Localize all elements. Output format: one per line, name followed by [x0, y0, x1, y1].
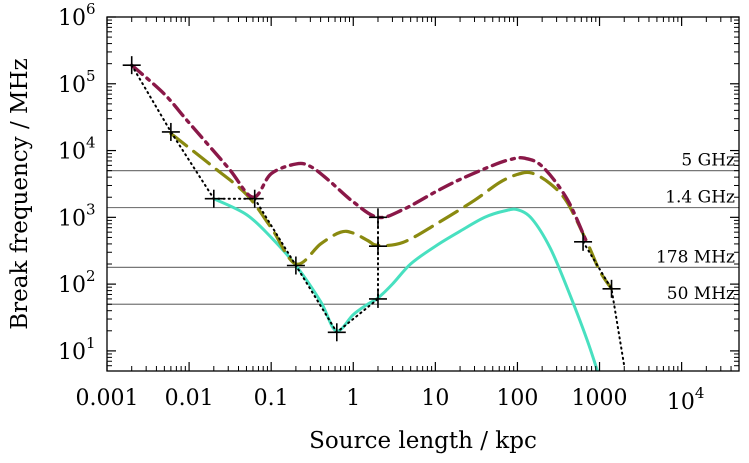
ref-label-bg: [680, 285, 737, 302]
plus-marker: [368, 208, 387, 227]
x-tick-label: 1: [346, 386, 360, 411]
plot-frame: [106, 16, 740, 372]
x-tick-label: 0.1: [254, 386, 289, 411]
y-tick-label: 104: [58, 134, 96, 165]
axis-ticks: 0.001 0.01 0.1 1 10 100 1000 104 101 102 103 104 105…: [58, 0, 739, 415]
x-tick-label: 104: [667, 384, 705, 415]
y-tick-label: 105: [58, 67, 96, 98]
ref-label-bg: [689, 151, 737, 168]
series-olive-dashed: [169, 131, 614, 291]
x-tick-label: 10: [421, 386, 449, 411]
ref-label-178-mhz: 178 MHz: [656, 247, 735, 267]
plus-marker: [574, 232, 593, 251]
plus-marker: [286, 256, 305, 275]
ref-label-5-ghz: 5 GHz: [681, 151, 735, 171]
x-axis-title: Source length / kpc: [309, 428, 537, 454]
x-tick-label: 0.001: [76, 386, 139, 411]
series-cyan-solid: [212, 197, 600, 371]
series-maroon-dashdot: [130, 63, 589, 245]
x-tick-label: 1000: [572, 386, 628, 411]
y-tick-label: 102: [58, 267, 96, 298]
plus-marker: [122, 56, 141, 75]
plus-marker: [368, 237, 387, 256]
ref-label-bg: [672, 248, 737, 265]
y-tick-label: 106: [58, 0, 96, 31]
ref-label-50-mhz: 50 MHz: [667, 284, 735, 304]
ref-label-1-4-ghz: 1.4 GHz: [665, 188, 735, 208]
y-axis-title: Break frequency / MHz: [7, 58, 33, 330]
ref-label-bg: [672, 188, 737, 205]
plus-marker: [161, 122, 180, 141]
plus-marker: [245, 189, 264, 208]
data-markers: [122, 56, 621, 342]
plus-marker: [602, 279, 621, 298]
reference-lines: 5 GHz 1.4 GHz 178 MHz 50 MHz: [107, 151, 739, 305]
x-tick-label: 0.01: [165, 386, 214, 411]
y-tick-label: 101: [58, 334, 96, 365]
plus-marker: [327, 323, 346, 342]
plus-marker: [368, 289, 387, 308]
y-tick-label: 103: [58, 200, 96, 231]
plus-marker: [204, 189, 223, 208]
x-tick-label: 100: [496, 386, 538, 411]
